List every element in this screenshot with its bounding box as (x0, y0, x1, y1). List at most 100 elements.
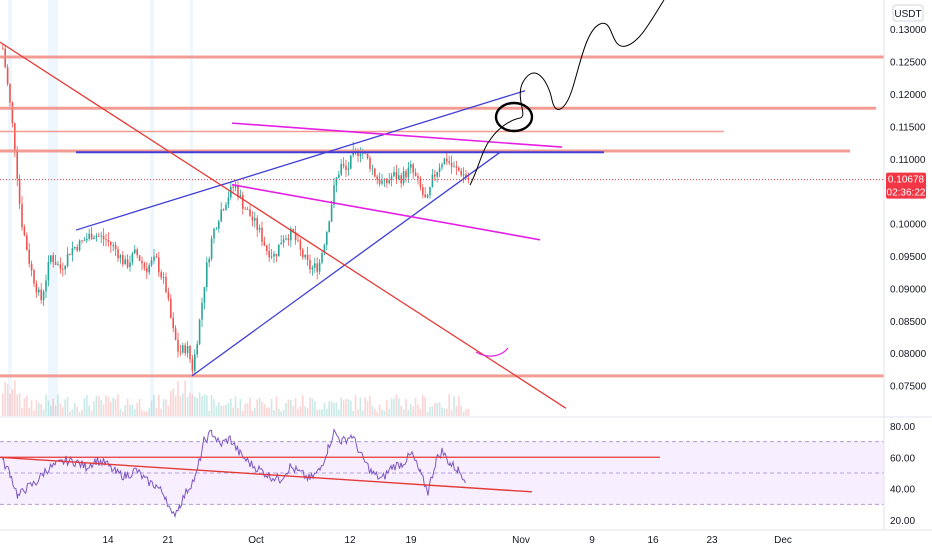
candle-body (138, 255, 141, 261)
volume-bar (417, 404, 419, 416)
candle-body (275, 253, 278, 257)
candle-body (158, 257, 160, 273)
candle-body (198, 319, 201, 345)
candle-body (95, 235, 98, 238)
volume-bar (270, 398, 273, 416)
candle-body (287, 238, 290, 241)
volume-bar (11, 389, 14, 416)
candle-body (450, 162, 453, 167)
rsi-pane[interactable] (0, 428, 884, 519)
candle-body (237, 185, 239, 198)
candle-body (6, 67, 9, 84)
volume-bar (311, 398, 314, 416)
candle-body (196, 344, 198, 355)
candle-body (400, 175, 402, 184)
volume-bars (2, 380, 470, 416)
candle-body (407, 167, 410, 178)
candle-body (323, 244, 326, 254)
candle-body (294, 231, 297, 241)
candle-body (388, 180, 390, 184)
volume-bar (436, 403, 438, 416)
last-price-label: 0.10678 (888, 175, 925, 186)
currency-badge[interactable] (892, 4, 924, 22)
volume-bar (194, 396, 196, 416)
volume-bar (57, 394, 59, 416)
candle-body (218, 221, 220, 229)
volume-bar (330, 401, 333, 416)
candle-body (412, 164, 414, 173)
time-tick-label: 23 (706, 535, 718, 546)
candle-body (124, 259, 126, 265)
volume-bar (206, 395, 208, 416)
candle-body (419, 178, 422, 188)
volume-bar (426, 411, 429, 416)
volume-bar (450, 409, 453, 416)
candle-body (69, 253, 71, 255)
candle-body (398, 175, 400, 180)
rsi-trendline (0, 456, 533, 493)
volume-bar (359, 397, 362, 416)
candle-body (42, 291, 45, 301)
candle-body (446, 158, 448, 162)
volume-bar (23, 398, 26, 416)
candle-body (110, 241, 112, 246)
freehand-drawing[interactable] (469, 0, 665, 357)
volume-bar (148, 407, 150, 416)
volume-bar (2, 393, 4, 416)
volume-bar (446, 408, 448, 416)
time-tick-label: 19 (405, 535, 417, 546)
volume-bar (30, 400, 33, 416)
volume-bar (254, 407, 256, 416)
candle-body (35, 283, 38, 293)
volume-bar (323, 403, 326, 416)
volume-bar (438, 402, 441, 416)
candle-body (150, 260, 153, 266)
volume-bar (215, 406, 218, 416)
volume-bar (50, 405, 52, 416)
candle-body (467, 177, 470, 180)
candle-body (86, 238, 88, 241)
volume-bar (40, 404, 42, 416)
candle-body (179, 351, 182, 353)
rsi-tick-label: 20.00 (890, 516, 915, 527)
candle-body (333, 185, 335, 205)
candle-body (239, 195, 242, 198)
volume-bar (131, 404, 134, 416)
price-tick-label: 0.09500 (890, 252, 927, 263)
rsi-tick-label: 80.00 (890, 422, 915, 433)
volume-bar (143, 411, 146, 416)
volume-bar (335, 402, 338, 416)
volume-bar (201, 396, 203, 416)
candle-body (76, 246, 78, 251)
candlestick-series[interactable] (2, 44, 470, 376)
candle-body (227, 197, 230, 205)
volume-bar (83, 398, 86, 416)
volume-bar (117, 394, 119, 416)
horizontal-levels[interactable] (0, 55, 884, 378)
volume-bar (378, 404, 381, 416)
volume-bar (78, 411, 81, 416)
time-axis[interactable]: 14 21 Oct 12 19 Nov 9 16 23 Dec (102, 535, 791, 546)
candle-body (261, 227, 263, 242)
candle-body (146, 267, 148, 273)
price-tick-label: 0.12500 (890, 58, 927, 69)
price-pane-background (0, 0, 884, 416)
candle-body (64, 265, 66, 270)
volume-bar (285, 403, 287, 416)
candle-body (9, 83, 11, 103)
volume-bar (179, 396, 182, 416)
candle-body (246, 209, 249, 211)
volume-bar (182, 393, 184, 416)
rsi-axis[interactable]: 80.00 60.00 40.00 20.00 (890, 422, 915, 527)
candle-body (417, 175, 419, 179)
candle-body (318, 262, 321, 272)
volume-bar (150, 400, 153, 416)
candle-body (273, 253, 275, 257)
candle-body (455, 166, 458, 168)
trendlines[interactable] (0, 41, 604, 409)
candle-body (254, 218, 256, 221)
volume-bar (186, 397, 189, 416)
volume-bar (33, 410, 35, 416)
price-axis[interactable]: 0.130000.125000.120000.115000.110000.105… (890, 25, 927, 392)
